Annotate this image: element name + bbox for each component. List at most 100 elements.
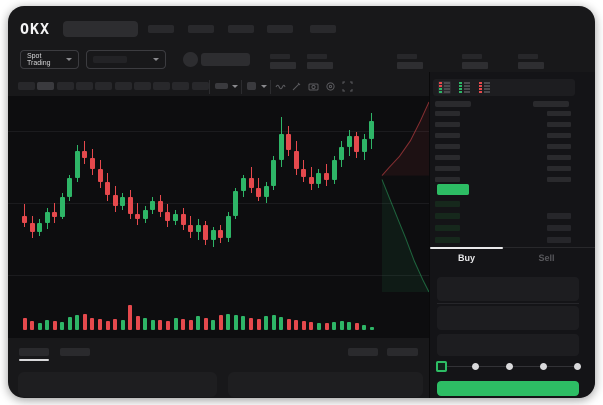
gridline — [8, 275, 429, 276]
ask-amount-placeholder — [547, 177, 571, 182]
volume-bar — [188, 320, 193, 330]
ask-row[interactable] — [430, 121, 590, 128]
timeframe-button[interactable] — [75, 82, 93, 90]
pencil-icon[interactable] — [291, 81, 302, 92]
wave-icon[interactable] — [275, 81, 286, 92]
stat-label-placeholder — [462, 54, 482, 59]
slider-handle[interactable] — [435, 361, 447, 372]
bid-row[interactable] — [430, 236, 590, 244]
bid-row[interactable] — [430, 200, 590, 208]
search-input[interactable] — [63, 21, 138, 37]
ask-row[interactable] — [430, 143, 590, 150]
toggle-glyph-square — [439, 88, 442, 90]
app-window: OKX Spot Trading — [8, 6, 595, 398]
combined-book-icon[interactable] — [438, 81, 451, 94]
total-input[interactable] — [437, 334, 579, 356]
candle-body — [188, 224, 194, 233]
volume-bar — [309, 322, 314, 330]
nav-item[interactable] — [228, 25, 254, 33]
pair-selector[interactable] — [86, 50, 166, 69]
bid-row[interactable] — [430, 224, 590, 232]
bottom-tab-orders[interactable] — [19, 348, 49, 356]
ask-amount-placeholder — [547, 166, 571, 171]
volume-bar — [332, 321, 337, 330]
bottom-bar-action-2[interactable] — [387, 348, 418, 356]
ask-amount-placeholder — [547, 111, 571, 116]
chevron-down-icon[interactable] — [232, 85, 238, 88]
chevron-down-icon — [153, 58, 159, 61]
ask-row[interactable] — [430, 110, 590, 117]
tab-buy[interactable]: Buy — [457, 253, 475, 263]
bottom-bar-action-1[interactable] — [348, 348, 378, 356]
gear-icon[interactable] — [325, 81, 336, 92]
chevron-down-icon[interactable] — [261, 85, 267, 88]
timeframe-button[interactable] — [114, 82, 132, 90]
nav-item[interactable] — [267, 25, 293, 33]
timeframe-button[interactable] — [153, 82, 171, 90]
okx-logo[interactable]: OKX — [20, 20, 51, 38]
market-type-selector[interactable]: Spot Trading — [20, 50, 79, 69]
ask-price-placeholder — [435, 155, 460, 160]
candle-body — [180, 213, 186, 225]
toggle-glyph-line — [444, 85, 450, 87]
candle-body — [135, 213, 141, 220]
timeframe-button[interactable] — [133, 82, 151, 90]
toggle-glyph-line — [464, 85, 470, 87]
ask-price-placeholder — [435, 133, 460, 138]
toggle-glyph-line — [444, 82, 450, 84]
slider-stop-dot[interactable] — [471, 363, 479, 370]
ask-price-placeholder — [435, 166, 460, 171]
ask-price-placeholder — [435, 144, 460, 149]
volume-bar — [226, 313, 231, 330]
timeframe-button[interactable] — [37, 82, 55, 90]
expand-icon[interactable] — [342, 81, 353, 92]
candle-body — [346, 135, 352, 147]
bid-amount-placeholder — [547, 225, 571, 231]
nav-item[interactable] — [188, 25, 214, 33]
gridline — [8, 131, 429, 132]
last-price-bar[interactable] — [437, 184, 469, 195]
candle-body — [301, 169, 307, 177]
stat-value-placeholder — [518, 62, 544, 69]
candle-body — [324, 172, 329, 181]
candle-body — [354, 135, 360, 153]
bottom-tab-active-indicator — [19, 359, 49, 361]
ask-row[interactable] — [430, 176, 590, 183]
candle-body — [225, 215, 231, 238]
ask-row[interactable] — [430, 154, 590, 161]
slider-stop-dot[interactable] — [505, 363, 513, 370]
candle-body — [278, 133, 284, 160]
volume-bar — [264, 316, 269, 330]
bid-row[interactable] — [430, 212, 590, 220]
price-input[interactable] — [437, 277, 579, 301]
bid-amount-placeholder — [547, 213, 571, 219]
timeframe-button[interactable] — [18, 82, 35, 90]
timeframe-button[interactable] — [95, 82, 113, 90]
timeframe-button[interactable] — [56, 82, 74, 90]
bids-only-icon[interactable] — [458, 81, 471, 94]
asks-only-icon[interactable] — [478, 81, 491, 94]
timezone-label-placeholder[interactable] — [215, 83, 228, 89]
slider-stop-dot[interactable] — [539, 363, 547, 370]
volume-bar — [271, 314, 276, 330]
amount-input[interactable] — [437, 306, 579, 330]
bottom-tab-history[interactable] — [60, 348, 90, 356]
timeframe-button[interactable] — [172, 82, 190, 90]
nav-item[interactable] — [310, 25, 336, 33]
stat-label-placeholder — [518, 54, 538, 59]
candle-body — [67, 178, 73, 197]
nav-item[interactable] — [148, 25, 174, 33]
stat-value-placeholder — [462, 62, 488, 69]
camera-icon[interactable] — [308, 81, 319, 92]
tab-sell[interactable]: Sell — [538, 253, 555, 263]
candle-style-icon[interactable] — [247, 82, 256, 90]
timeframe-button[interactable] — [191, 82, 209, 90]
volume-bar — [324, 323, 329, 330]
candlestick-chart[interactable] — [8, 96, 429, 338]
slider-stop-dot[interactable] — [573, 363, 581, 370]
ask-row[interactable] — [430, 165, 590, 172]
toggle-glyph-line — [464, 82, 470, 84]
candle-body — [286, 133, 292, 151]
buy-button[interactable] — [437, 381, 579, 396]
ask-row[interactable] — [430, 132, 590, 139]
